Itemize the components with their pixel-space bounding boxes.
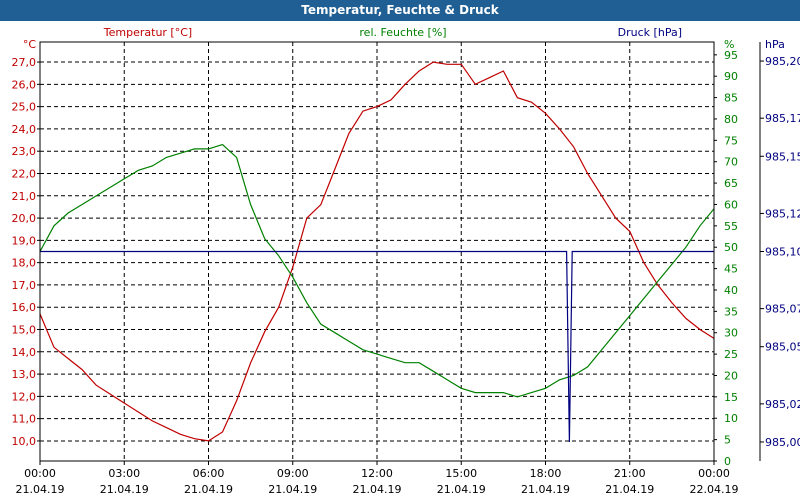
x-tick-label-time: 06:00 bbox=[193, 467, 225, 480]
humidity-tick-label: 25 bbox=[724, 348, 738, 361]
temperature-tick-label: 26,0 bbox=[12, 78, 37, 91]
temperature-axis-title: Temperatur [°C] bbox=[103, 26, 192, 39]
x-tick-label-date: 21.04.19 bbox=[605, 483, 654, 496]
x-tick-label-time: 15:00 bbox=[445, 467, 477, 480]
humidity-tick-label: 40 bbox=[724, 284, 738, 297]
x-tick-label-time: 18:00 bbox=[530, 467, 562, 480]
humidity-tick-label: 5 bbox=[724, 434, 731, 447]
humidity-tick-label: 65 bbox=[724, 177, 738, 190]
x-tick-label-date: 22.04.19 bbox=[690, 483, 739, 496]
pressure-tick-label: 985,17 bbox=[765, 112, 800, 125]
temperature-tick-label: 15,0 bbox=[12, 324, 37, 337]
humidity-tick-label: 95 bbox=[724, 49, 738, 62]
temperature-tick-label: 25,0 bbox=[12, 101, 37, 114]
x-tick-label-date: 21.04.19 bbox=[437, 483, 486, 496]
temperature-tick-label: 19,0 bbox=[12, 234, 37, 247]
x-tick-label-date: 21.04.19 bbox=[268, 483, 317, 496]
temperature-tick-label: 16,0 bbox=[12, 301, 37, 314]
temperature-tick-label: 20,0 bbox=[12, 212, 37, 225]
humidity-tick-label: 35 bbox=[724, 305, 738, 318]
gridlines bbox=[40, 42, 714, 461]
temperature-tick-label: 11,0 bbox=[12, 413, 37, 426]
pressure-tick-label: 985,20 bbox=[765, 55, 800, 68]
humidity-tick-label: 20 bbox=[724, 369, 738, 382]
series-line-pressure bbox=[40, 250, 714, 443]
x-tick-label-date: 21.04.19 bbox=[521, 483, 570, 496]
humidity-tick-label: 75 bbox=[724, 134, 738, 147]
pressure-tick-label: 985,15 bbox=[765, 150, 800, 163]
humidity-tick-label: 15 bbox=[724, 391, 738, 404]
x-tick-label-time: 09:00 bbox=[277, 467, 309, 480]
humidity-tick-label: 60 bbox=[724, 198, 738, 211]
humidity-tick-label: 90 bbox=[724, 70, 738, 83]
temperature-tick-label: 22,0 bbox=[12, 167, 37, 180]
temperature-unit: °C bbox=[23, 38, 37, 51]
temperature-tick-label: 23,0 bbox=[12, 145, 37, 158]
pressure-tick-label: 985,00 bbox=[765, 436, 800, 449]
humidity-axis-title: rel. Feuchte [%] bbox=[359, 26, 446, 39]
x-tick-label-date: 21.04.19 bbox=[16, 483, 65, 496]
pressure-tick-label: 985,02 bbox=[765, 398, 800, 411]
chart-axes bbox=[37, 41, 764, 465]
pressure-axis-title: Druck [hPa] bbox=[618, 26, 682, 39]
temperature-tick-label: 14,0 bbox=[12, 346, 37, 359]
temperature-tick-label: 10,0 bbox=[12, 435, 37, 448]
x-tick-label-date: 21.04.19 bbox=[184, 483, 233, 496]
temperature-tick-label: 13,0 bbox=[12, 368, 37, 381]
temperature-tick-label: 21,0 bbox=[12, 190, 37, 203]
humidity-tick-label: 45 bbox=[724, 263, 738, 276]
x-tick-label-date: 21.04.19 bbox=[353, 483, 402, 496]
humidity-tick-label: 10 bbox=[724, 412, 738, 425]
x-tick-label-time: 21:00 bbox=[614, 467, 646, 480]
pressure-tick-label: 985,05 bbox=[765, 341, 800, 354]
humidity-tick-label: 50 bbox=[724, 241, 738, 254]
line-chart: 10,0 11,0 12,0 13,0 14,0 15,0 16,0 17,0 18,0 19,0… bbox=[0, 21, 800, 500]
temperature-tick-label: 12,0 bbox=[12, 390, 37, 403]
series-line-temperature bbox=[39, 61, 715, 442]
humidity-tick-label: 0 bbox=[724, 455, 731, 468]
pressure-tick-label: 985,10 bbox=[765, 246, 800, 259]
window-title: Temperatur, Feuchte & Druck bbox=[0, 0, 800, 21]
humidity-tick-label: 85 bbox=[724, 92, 738, 105]
x-tick-label-time: 00:00 bbox=[24, 467, 56, 480]
humidity-tick-label: 70 bbox=[724, 156, 738, 169]
chart-series bbox=[39, 61, 715, 443]
pressure-unit: hPa bbox=[765, 38, 785, 51]
series-line-humidity bbox=[39, 143, 715, 398]
humidity-tick-label: 80 bbox=[724, 113, 738, 126]
x-tick-label-time: 00:00 bbox=[698, 467, 730, 480]
pressure-tick-label: 985,07 bbox=[765, 303, 800, 316]
temperature-tick-label: 27,0 bbox=[12, 56, 37, 69]
humidity-tick-label: 30 bbox=[724, 327, 738, 340]
x-tick-label-date: 21.04.19 bbox=[100, 483, 149, 496]
x-tick-label-time: 12:00 bbox=[361, 467, 393, 480]
pressure-tick-label: 985,12 bbox=[765, 207, 800, 220]
humidity-tick-label: 55 bbox=[724, 220, 738, 233]
x-tick-label-time: 03:00 bbox=[108, 467, 140, 480]
temperature-tick-label: 18,0 bbox=[12, 257, 37, 270]
humidity-unit: % bbox=[724, 38, 734, 51]
axis-labels: 10,0 11,0 12,0 13,0 14,0 15,0 16,0 17,0 18,0 19,0… bbox=[12, 26, 800, 496]
temperature-tick-label: 24,0 bbox=[12, 123, 37, 136]
temperature-tick-label: 17,0 bbox=[12, 279, 37, 292]
